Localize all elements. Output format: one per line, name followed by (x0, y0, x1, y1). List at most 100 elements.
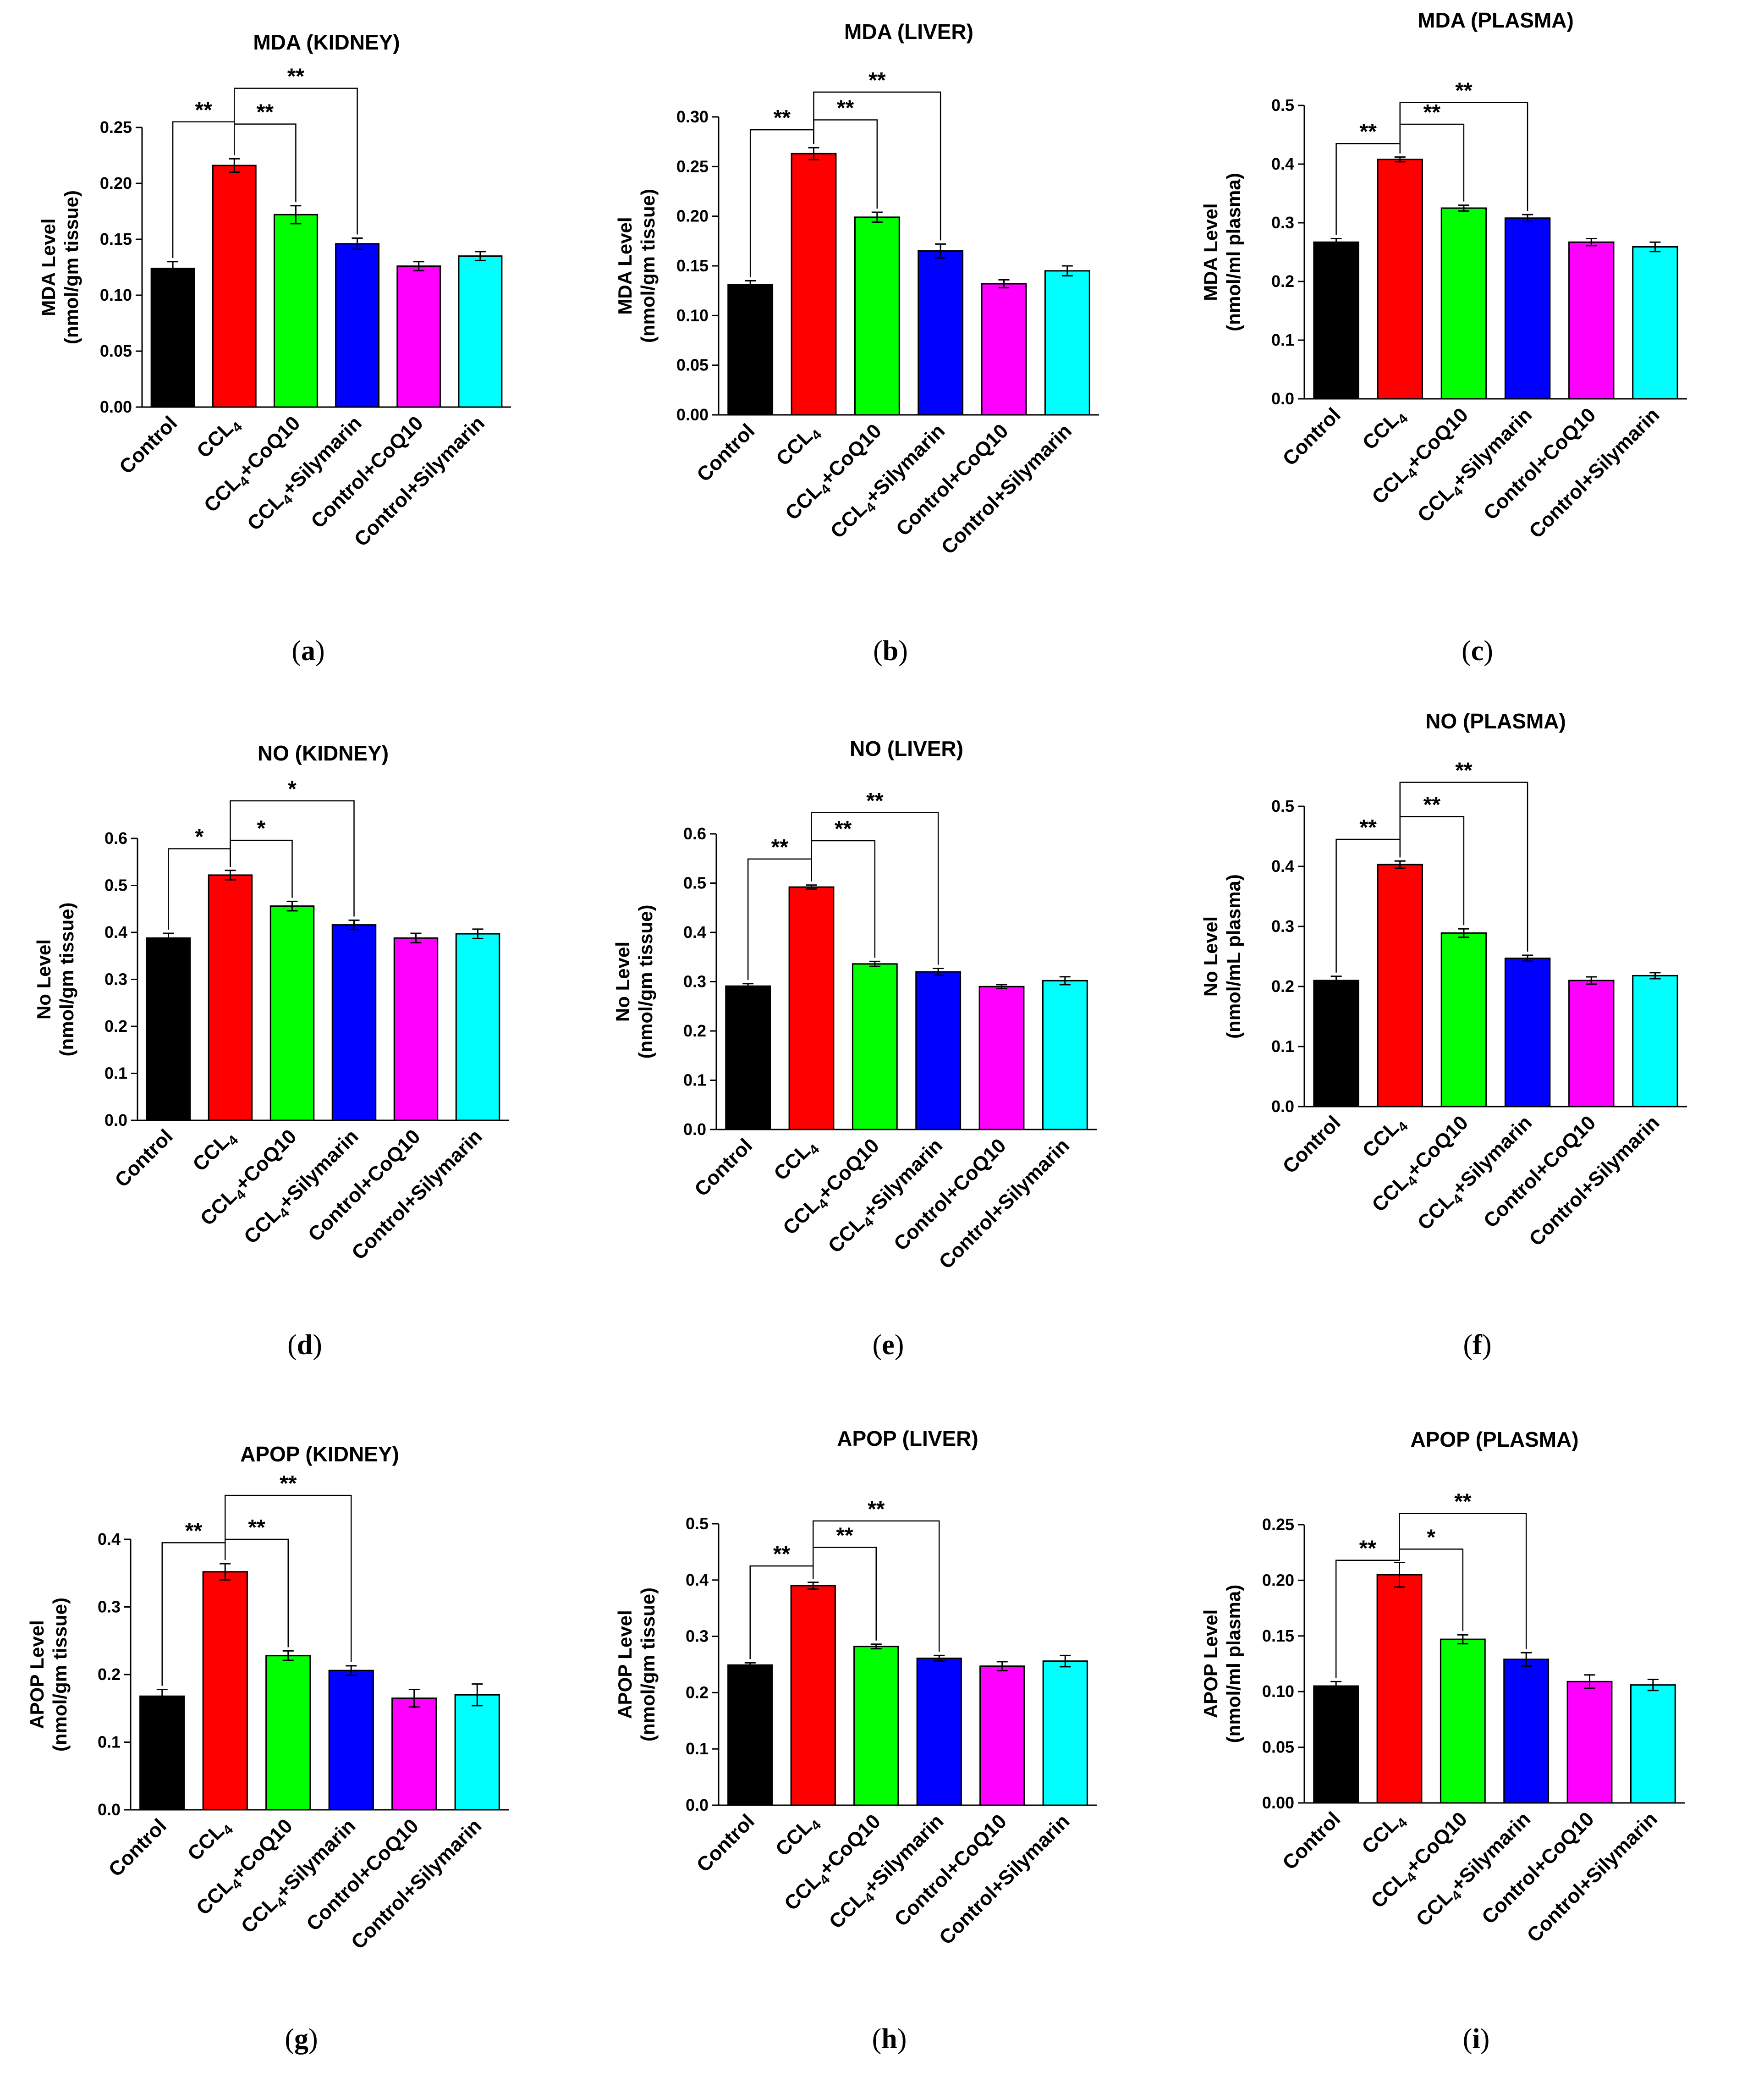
y-tick-label: 0.30 (676, 107, 709, 126)
panel-caption: (h) (872, 2023, 907, 2055)
y-axis-unit-label: (nmol/gm tissue) (49, 1598, 71, 1752)
y-tick-label: 0.00 (676, 405, 709, 424)
bar-4 (393, 937, 439, 1121)
bar-5 (1042, 980, 1088, 1130)
y-tick-label: 0.0 (1271, 389, 1294, 408)
x-tick-label: Control (1278, 1807, 1345, 1874)
x-tick-label: CCL4 (769, 1134, 823, 1187)
bar-5 (1630, 1684, 1676, 1804)
bar-3 (328, 1670, 374, 1811)
chart-title: NO (KIDNEY) (258, 741, 389, 765)
y-tick-label: 0.0 (686, 1796, 709, 1814)
bar-1 (790, 1585, 836, 1806)
y-axis-label: APOP Level (614, 1610, 636, 1719)
y-tick-label: 0.5 (686, 1514, 709, 1533)
x-tick-label: Control+CoQ10 (1478, 1807, 1599, 1929)
x-tick-label: Control+CoQ10 (890, 1134, 1011, 1255)
y-tick-label: 0.2 (1271, 977, 1294, 996)
y-axis-unit-label: (nmol/ml plasma) (1223, 173, 1244, 331)
y-tick-label: 0.3 (1271, 213, 1294, 232)
chart-panel-a: MDA (KIDNEY) MDA Level (nmol/gm tissue) 0.0… (38, 30, 511, 667)
y-tick-label: 0.2 (683, 1021, 706, 1040)
x-tick-label: Control (115, 412, 181, 478)
y-tick-label: 0.4 (1271, 857, 1294, 876)
y-tick-label: 0.05 (100, 342, 132, 360)
x-tick-label: CCL4 (771, 1810, 824, 1863)
bar-0 (1313, 980, 1359, 1108)
y-tick-label: 0.25 (676, 157, 709, 176)
bar-4 (1568, 980, 1615, 1108)
y-tick-label: 0.15 (676, 256, 709, 275)
chart-title: APOP (LIVER) (837, 1427, 978, 1450)
bar-2 (1440, 1638, 1486, 1804)
chart-panel-g: APOP (KIDNEY) APOP Level (nmol/gm tissue) 0… (26, 1442, 509, 2055)
chart-title: APOP (KIDNEY) (240, 1442, 399, 1466)
y-axis-unit-label: (nmol/mL plasma) (1223, 874, 1244, 1039)
chart-title: MDA (PLASMA) (1418, 8, 1574, 32)
chart-panel-c: MDA (PLASMA) MDA Level (nmol/ml plasma) 0.0… (1200, 8, 1687, 667)
y-tick-label: 0.20 (676, 207, 709, 226)
significance-bracket (1399, 102, 1528, 211)
y-tick-label: 0.25 (1262, 1515, 1294, 1534)
x-tick-label: CCL4+Silymarin (825, 1810, 951, 1935)
chart-panel-e: NO (LIVER) No Level (nmol/gm tissue) 0.0 0.1… (612, 737, 1097, 1361)
chart-panel-b: MDA (LIVER) MDA Level (nmol/gm tissue) 0.00… (614, 20, 1099, 667)
y-tick-label: 0.2 (686, 1683, 709, 1702)
y-tick-label: 0.10 (100, 286, 132, 304)
x-tick-label: CCL4 (1357, 1807, 1411, 1861)
bar-1 (212, 165, 257, 408)
panel-caption: (d) (287, 1329, 322, 1361)
panel-caption: (c) (1462, 635, 1493, 667)
y-tick-label: 0.5 (104, 876, 127, 895)
x-tick-label: CCL4 (1358, 1111, 1411, 1164)
bar-4 (391, 1697, 437, 1811)
x-tick-label: CCL4 (192, 412, 246, 465)
significance-label: ** (1359, 1537, 1377, 1561)
bar-4 (1568, 241, 1615, 400)
y-tick-label: 0.5 (1271, 797, 1294, 816)
x-tick-label: CCL4 (188, 1125, 242, 1178)
panel-caption: (a) (291, 635, 324, 667)
x-tick-label: Control+CoQ10 (302, 1814, 423, 1935)
y-axis-label: MDA Level (1200, 203, 1221, 301)
bar-4 (396, 265, 441, 408)
y-tick-label: 0.05 (676, 356, 709, 375)
y-axis-unit-label: (nmol/gm tissue) (637, 1587, 659, 1741)
bar-0 (150, 267, 195, 408)
significance-label: ** (866, 789, 884, 813)
significance-label: ** (287, 65, 305, 89)
bar-0 (1313, 1685, 1359, 1804)
y-tick-label: 0.2 (98, 1665, 121, 1684)
y-tick-label: 0.00 (100, 397, 132, 416)
bar-3 (1503, 1659, 1550, 1804)
y-tick-label: 0.4 (1271, 154, 1294, 173)
panel-caption: (f) (1463, 1329, 1492, 1361)
y-tick-label: 0.3 (98, 1598, 121, 1616)
bar-3 (916, 1657, 962, 1806)
bar-4 (979, 1665, 1025, 1806)
y-axis-unit-label: (nmol/gm tissue) (637, 189, 659, 343)
significance-label: ** (868, 68, 886, 93)
y-tick-label: 0.00 (1262, 1793, 1294, 1812)
significance-bracket (1399, 1513, 1527, 1649)
significance-label: ** (773, 1542, 791, 1566)
significance-label: ** (195, 98, 212, 122)
y-tick-label: 0.1 (1271, 1037, 1294, 1056)
significance-label: ** (1455, 79, 1473, 103)
significance-label: ** (1423, 100, 1441, 125)
bar-5 (455, 933, 500, 1121)
x-tick-label: CCL4 (1358, 403, 1411, 457)
x-tick-label: Control+CoQ10 (892, 419, 1013, 540)
chart-title: NO (LIVER) (850, 737, 963, 760)
bar-3 (331, 924, 377, 1121)
bar-2 (852, 963, 898, 1130)
y-tick-label: 0.3 (1271, 917, 1294, 936)
bar-1 (202, 1571, 248, 1811)
bar-4 (981, 283, 1027, 416)
significance-label: ** (280, 1471, 297, 1496)
y-tick-label: 0.5 (1271, 96, 1294, 115)
bar-2 (854, 216, 900, 416)
x-tick-label: CCL4+Silymarin (1413, 403, 1539, 529)
bar-3 (1504, 957, 1551, 1108)
y-axis-label: APOP Level (1200, 1609, 1221, 1718)
